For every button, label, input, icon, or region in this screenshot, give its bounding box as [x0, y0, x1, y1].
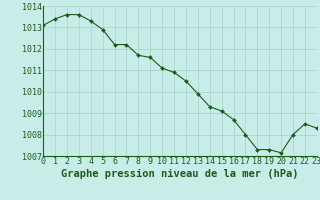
- X-axis label: Graphe pression niveau de la mer (hPa): Graphe pression niveau de la mer (hPa): [61, 169, 299, 179]
